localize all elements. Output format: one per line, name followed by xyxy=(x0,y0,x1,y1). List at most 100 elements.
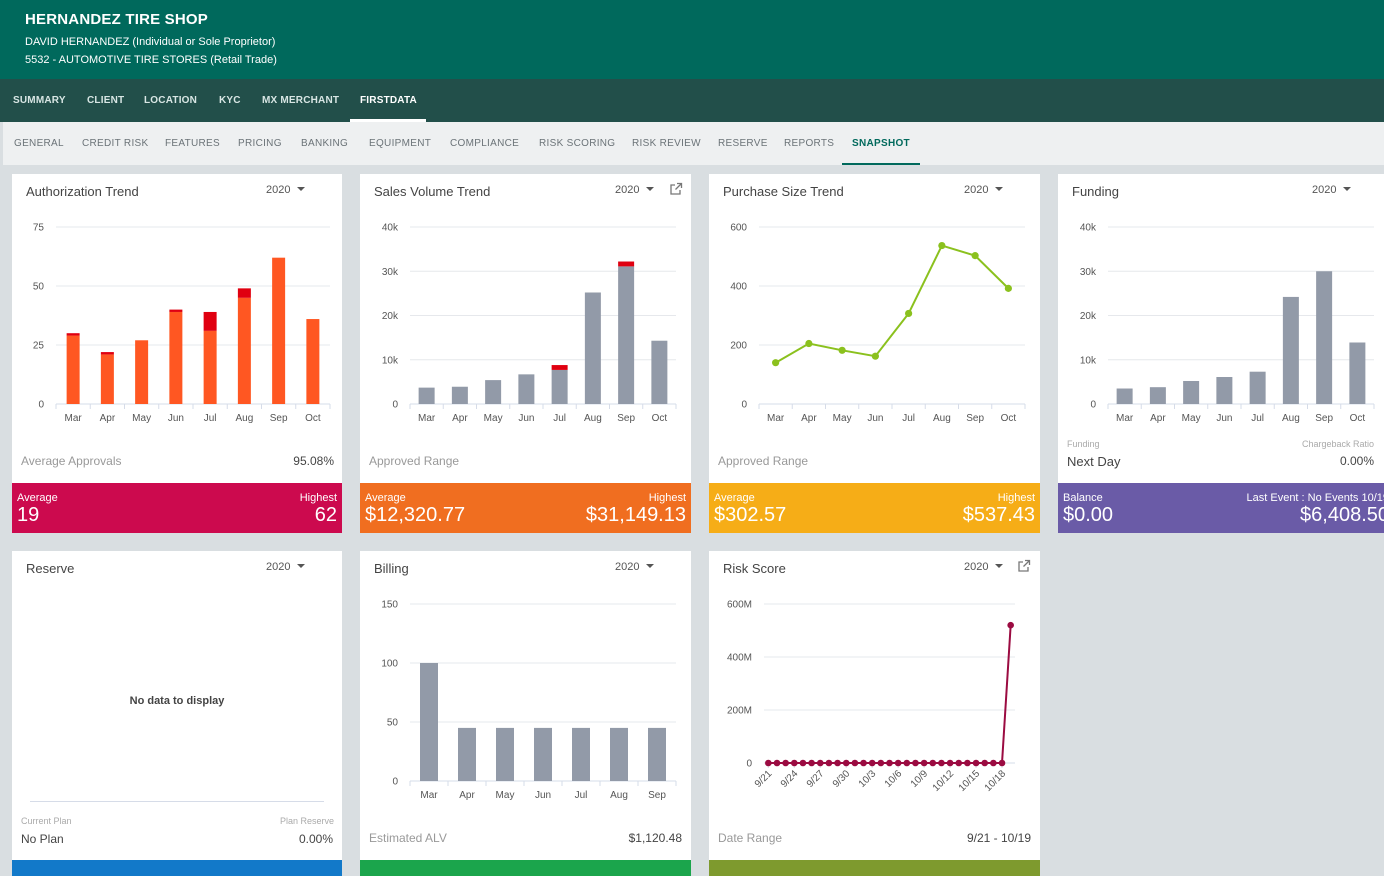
data-point xyxy=(903,759,911,767)
x-tick-label: Jun xyxy=(518,413,534,424)
tab-client[interactable]: CLIENT xyxy=(87,95,125,106)
bar xyxy=(1249,371,1266,404)
caret-down-icon xyxy=(646,187,655,191)
subtab-features[interactable]: FEATURES xyxy=(165,138,220,149)
bar xyxy=(237,297,251,404)
caret-down-icon xyxy=(1343,187,1352,191)
current-plan-label: Current Plan xyxy=(21,816,72,826)
data-point xyxy=(1007,621,1014,629)
data-point xyxy=(946,759,954,767)
y-tick-label: 150 xyxy=(381,600,398,611)
x-tick-label: Jul xyxy=(204,413,217,424)
external-link-icon[interactable] xyxy=(669,182,683,196)
subtab-reserve[interactable]: RESERVE xyxy=(718,138,768,149)
x-tick-label: Aug xyxy=(610,790,628,801)
year-select[interactable]: 2020 xyxy=(964,561,1004,573)
bar xyxy=(572,727,590,781)
bar xyxy=(1349,342,1366,404)
merchant-mcc: 5532 - AUTOMOTIVE TIRE STORES (Retail Tr… xyxy=(25,54,277,66)
card-title: Purchase Size Trend xyxy=(723,184,844,199)
funding-chart: 0 10k 20k 30k 40k Mar Apr May Jun Jul Aug Sep Oct xyxy=(1080,223,1375,424)
merchant-name: HERNANDEZ TIRE SHOP xyxy=(25,11,208,28)
series-line xyxy=(775,244,1010,364)
year-select[interactable]: 2020 xyxy=(615,184,655,196)
bar xyxy=(1116,388,1133,404)
data-point xyxy=(782,759,789,767)
year-select[interactable]: 2020 xyxy=(266,561,306,573)
bar xyxy=(66,333,80,336)
bar xyxy=(135,340,149,404)
x-tick-label: Mar xyxy=(767,413,785,424)
data-point xyxy=(838,346,846,354)
subtab-credit-risk[interactable]: CREDIT RISK xyxy=(82,138,149,149)
stats-band xyxy=(12,860,342,876)
data-point xyxy=(790,759,798,767)
bar xyxy=(458,727,476,781)
bar xyxy=(203,330,217,404)
y-tick-label: 200 xyxy=(730,341,747,352)
bar xyxy=(237,288,251,298)
reserve-card: Reserve 2020 No data to display Current … xyxy=(12,551,342,876)
data-point xyxy=(955,759,963,767)
y-tick-label: 0 xyxy=(392,400,398,411)
subtab-banking[interactable]: BANKING xyxy=(301,138,349,149)
subtab-risk-review[interactable]: RISK REVIEW xyxy=(632,138,701,149)
data-point xyxy=(834,759,841,767)
external-link-icon[interactable] xyxy=(1017,559,1031,573)
x-tick-label: Oct xyxy=(652,413,668,424)
x-tick-label: Apr xyxy=(452,413,468,424)
subtab-pricing[interactable]: PRICING xyxy=(238,138,282,149)
subtab-risk-scoring[interactable]: RISK SCORING xyxy=(539,138,616,149)
active-tab-indicator xyxy=(350,119,426,122)
x-tick-label: Apr xyxy=(100,413,116,424)
bar xyxy=(551,365,568,370)
x-tick-label: Apr xyxy=(459,790,475,801)
data-point xyxy=(805,339,813,348)
data-point xyxy=(816,759,824,767)
year-select[interactable]: 2020 xyxy=(615,561,655,573)
card-title: Risk Score xyxy=(723,561,786,576)
y-tick-label: 75 xyxy=(33,223,45,234)
bar xyxy=(1316,271,1333,404)
subtab-general[interactable]: GENERAL xyxy=(14,138,64,149)
stats-band: Average $302.57 Highest $537.43 xyxy=(709,483,1040,533)
purchase-size-trend-card: Purchase Size Trend 2020 0 200 400 600 Mar Ap… xyxy=(709,174,1040,533)
x-tick-label: Oct xyxy=(1001,413,1017,424)
tab-mx-merchant[interactable]: MX MERCHANT xyxy=(262,95,340,106)
tab-kyc[interactable]: KYC xyxy=(219,95,241,106)
tab-firstdata[interactable]: FIRSTDATA xyxy=(360,95,417,106)
x-tick-label: Aug xyxy=(1282,413,1300,424)
summary-label: Approved Range xyxy=(718,454,809,468)
data-point xyxy=(799,759,807,767)
tab-summary[interactable]: SUMMARY xyxy=(13,95,66,106)
x-tick-label: Jun xyxy=(168,413,184,424)
year-select[interactable]: 2020 xyxy=(964,184,1004,196)
x-tick-label: May xyxy=(132,413,151,424)
series-line xyxy=(768,625,1012,764)
subtab-equipment[interactable]: EQUIPMENT xyxy=(369,138,432,149)
x-tick-label: May xyxy=(833,413,852,424)
x-tick-label: Aug xyxy=(235,413,253,424)
y-tick-label: 600 xyxy=(730,223,747,234)
x-tick-label: Aug xyxy=(584,413,602,424)
year-select[interactable]: 2020 xyxy=(266,184,306,196)
subtab-snapshot[interactable]: SNAPSHOT xyxy=(852,138,910,149)
x-tick-label: Jul xyxy=(1251,413,1264,424)
x-tick-label: 9/21 xyxy=(753,768,775,790)
band-right-value: 62 xyxy=(314,504,337,526)
tab-location[interactable]: LOCATION xyxy=(144,95,198,106)
subtab-compliance[interactable]: COMPLIANCE xyxy=(450,138,520,149)
year-select[interactable]: 2020 xyxy=(1312,184,1352,196)
x-tick-label: 10/12 xyxy=(931,768,957,794)
bar xyxy=(651,340,668,404)
funding-type-label: Funding xyxy=(1067,439,1100,449)
bar xyxy=(418,387,435,404)
funding-card: Funding 2020 0 10k 20k 30k 40k Mar Apr May Jun Ju… xyxy=(1058,174,1384,533)
y-tick-label: 20k xyxy=(382,311,399,322)
summary-value: $1,120.48 xyxy=(628,831,682,845)
band-left-value: $12,320.77 xyxy=(365,504,466,526)
band-left-label: Average xyxy=(17,492,58,504)
subtab-reports[interactable]: REPORTS xyxy=(784,138,835,149)
data-point xyxy=(825,759,833,767)
data-point xyxy=(938,241,946,250)
